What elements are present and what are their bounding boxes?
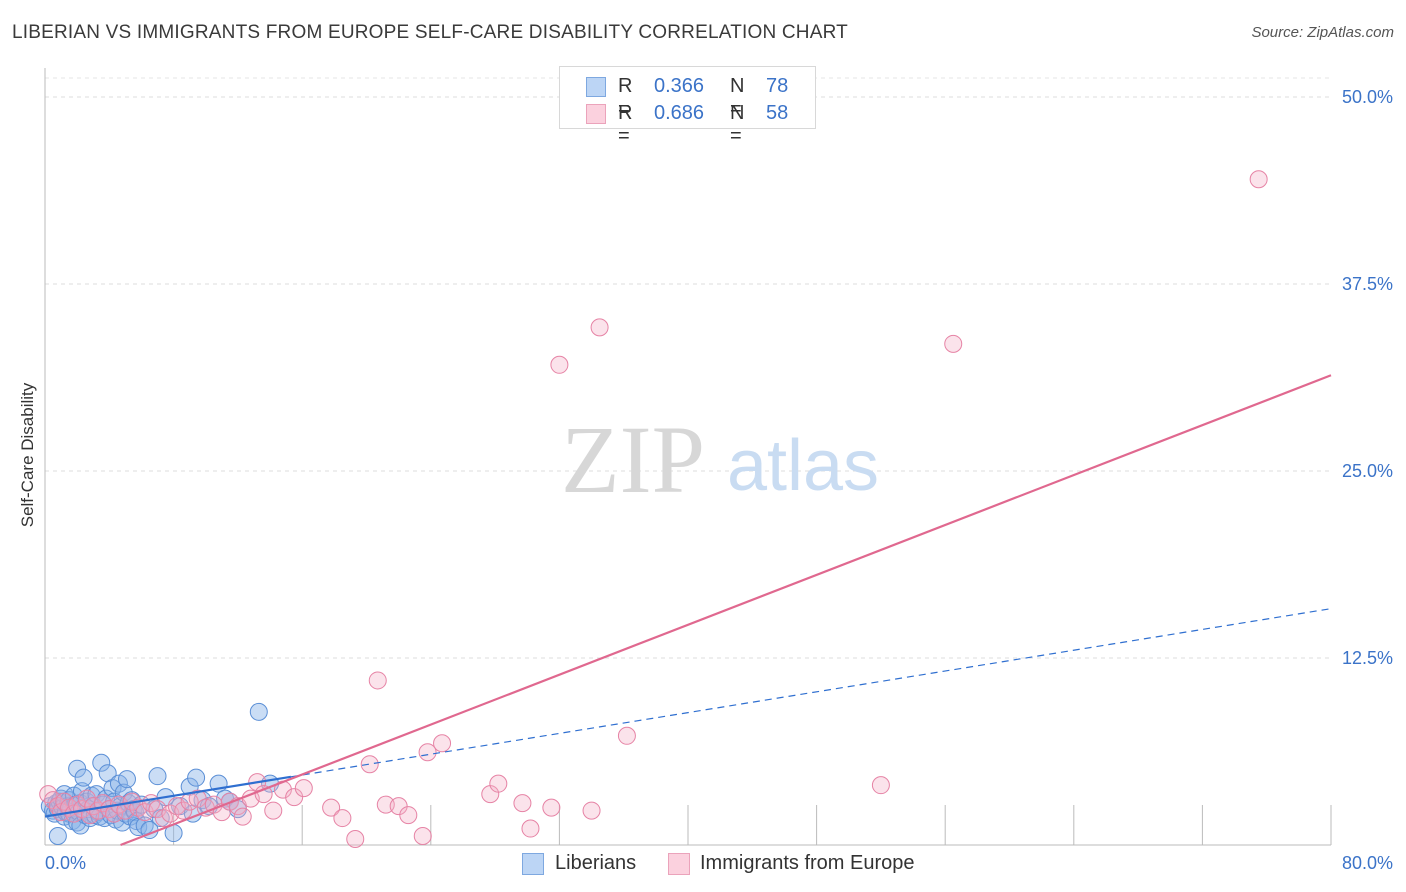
- y-tick-label: 12.5%: [1342, 648, 1393, 668]
- grid-lines: [45, 77, 1331, 659]
- liberians-r-value: 0.366: [654, 75, 705, 97]
- europe-point: [333, 809, 352, 828]
- legend-liberians-swatch: [522, 853, 544, 875]
- liberians-swatch: [586, 77, 606, 97]
- europe-point: [871, 776, 890, 795]
- europe-point: [582, 801, 601, 820]
- europe-point: [513, 794, 532, 813]
- chart-title: LIBERIAN VS IMMIGRANTS FROM EUROPE SELF-…: [12, 22, 848, 43]
- europe-point: [489, 774, 508, 793]
- europe-point: [433, 734, 452, 753]
- liberians-trend-dashed: [290, 608, 1332, 778]
- n-label: N =: [730, 102, 745, 147]
- r-label: R =: [618, 75, 633, 120]
- europe-point: [285, 788, 304, 807]
- liberians-point: [148, 767, 167, 786]
- liberians-point: [117, 770, 136, 789]
- europe-point: [174, 801, 193, 820]
- europe-point: [542, 798, 561, 817]
- y-tick-label: 50.0%: [1342, 87, 1393, 107]
- watermark: ZIP atlas: [561, 406, 879, 513]
- europe-point: [154, 809, 173, 828]
- europe-swatch: [586, 104, 606, 124]
- series-europe-points: [39, 170, 1268, 849]
- europe-point: [1249, 170, 1268, 189]
- europe-point: [550, 355, 569, 374]
- source-label: Source: ZipAtlas.com: [1251, 24, 1394, 41]
- europe-point: [617, 726, 636, 745]
- liberians-n-value: 78: [766, 75, 789, 97]
- europe-point: [254, 785, 273, 804]
- europe-point: [376, 795, 395, 814]
- legend-liberians-label: Liberians: [555, 852, 637, 874]
- liberians-point: [249, 702, 268, 721]
- liberians-point: [48, 827, 67, 846]
- europe-trend-line: [120, 374, 1332, 847]
- legend-europe-label: Immigrants from Europe: [700, 852, 915, 874]
- x-tick-label-max: 80.0%: [1342, 853, 1393, 873]
- liberians-point: [187, 768, 206, 787]
- europe-point: [944, 334, 963, 353]
- legend-europe-swatch: [668, 853, 690, 875]
- europe-point: [389, 797, 408, 816]
- y-tick-label: 25.0%: [1342, 461, 1393, 481]
- europe-n-value: 58: [766, 102, 789, 124]
- europe-point: [264, 801, 283, 820]
- r-label: R =: [618, 102, 633, 147]
- liberians-point: [68, 759, 87, 778]
- europe-point: [590, 318, 609, 337]
- liberians-point: [129, 818, 148, 837]
- y-axis-title: Self-Care Disability: [18, 382, 37, 528]
- liberians-point: [92, 753, 111, 772]
- liberians-trend-solid: [44, 775, 292, 818]
- europe-point: [294, 779, 313, 798]
- axes: [44, 68, 1332, 846]
- europe-point: [39, 785, 58, 804]
- y-tick-label: 37.5%: [1342, 274, 1393, 294]
- europe-point: [413, 827, 432, 846]
- watermark-zip: ZIP: [561, 406, 705, 513]
- europe-point: [346, 830, 365, 849]
- x-tick-label-min: 0.0%: [45, 853, 86, 873]
- liberians-point: [74, 768, 93, 787]
- europe-r-value: 0.686: [654, 102, 705, 124]
- europe-point: [418, 743, 437, 762]
- liberians-point: [55, 785, 74, 804]
- europe-point: [322, 798, 341, 817]
- liberians-point: [103, 779, 122, 798]
- europe-point: [233, 807, 252, 826]
- watermark-atlas: atlas: [727, 426, 879, 506]
- europe-point: [521, 819, 540, 838]
- correlation-legend: R = 0.366 N = 78 R = 0.686 N = 58: [559, 66, 816, 147]
- europe-point: [399, 806, 418, 825]
- trend-lines: [44, 374, 1332, 847]
- europe-point: [368, 671, 387, 690]
- tick-labels: 12.5% 25.0% 37.5% 50.0% 0.0% 80.0%: [45, 87, 1393, 873]
- n-label: N =: [730, 75, 745, 120]
- europe-point: [360, 755, 379, 774]
